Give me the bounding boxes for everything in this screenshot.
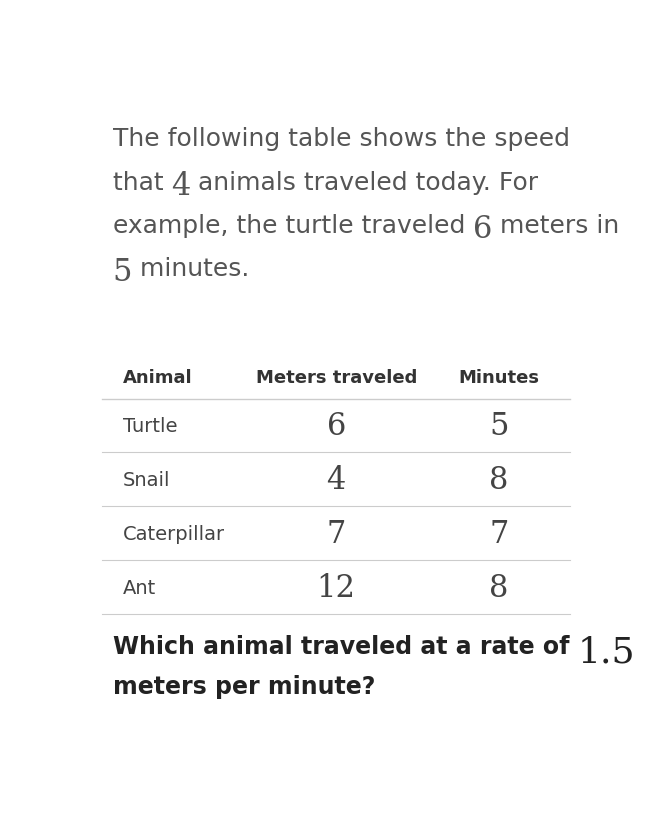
- Text: example, the turtle traveled: example, the turtle traveled: [113, 213, 473, 237]
- Text: 1.5: 1.5: [577, 635, 635, 669]
- Text: 7: 7: [327, 519, 346, 550]
- Text: meters per minute?: meters per minute?: [113, 675, 375, 699]
- Text: Minutes: Minutes: [459, 368, 539, 386]
- Text: The following table shows the speed: The following table shows the speed: [113, 128, 569, 152]
- Text: that: that: [113, 171, 171, 194]
- Text: 6: 6: [327, 411, 346, 442]
- Text: minutes.: minutes.: [132, 257, 249, 281]
- Text: 4: 4: [171, 171, 190, 202]
- Text: 7: 7: [489, 519, 508, 550]
- Text: 8: 8: [489, 574, 508, 604]
- Text: 6: 6: [473, 213, 492, 245]
- Text: Turtle: Turtle: [123, 418, 177, 437]
- Text: 5: 5: [489, 411, 508, 442]
- Text: 5: 5: [113, 257, 132, 288]
- Text: animals traveled today. For: animals traveled today. For: [190, 171, 539, 194]
- Text: meters in: meters in: [492, 213, 619, 237]
- Text: Meters traveled: Meters traveled: [256, 368, 417, 386]
- Text: 8: 8: [489, 466, 508, 496]
- Text: Animal: Animal: [123, 368, 192, 386]
- Text: Snail: Snail: [123, 471, 170, 490]
- Text: 4: 4: [327, 466, 346, 496]
- Text: 12: 12: [317, 574, 356, 604]
- Text: Which animal traveled at a rate of: Which animal traveled at a rate of: [113, 635, 577, 659]
- Text: Ant: Ant: [123, 579, 156, 598]
- Text: Caterpillar: Caterpillar: [123, 525, 225, 545]
